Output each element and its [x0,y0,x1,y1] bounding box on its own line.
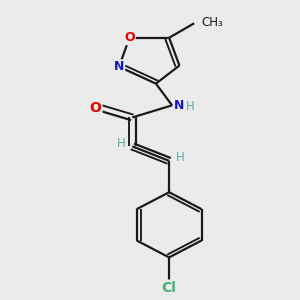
Text: H: H [117,137,125,150]
Text: O: O [124,31,135,44]
Text: N: N [174,99,184,112]
Text: H: H [186,100,195,112]
Text: N: N [114,60,124,73]
Text: H: H [176,152,185,164]
Text: O: O [90,101,101,115]
Text: Cl: Cl [162,280,177,295]
Text: CH₃: CH₃ [202,16,223,28]
